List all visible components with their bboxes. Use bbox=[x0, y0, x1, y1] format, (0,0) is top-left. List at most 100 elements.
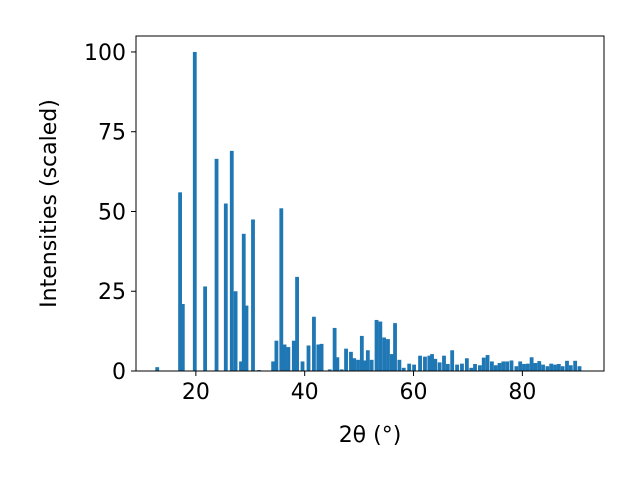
bar bbox=[450, 350, 455, 371]
bar bbox=[505, 361, 510, 371]
bar bbox=[378, 321, 383, 371]
bar bbox=[386, 339, 390, 371]
bar bbox=[533, 363, 538, 371]
bar bbox=[568, 365, 573, 371]
bar bbox=[178, 192, 182, 371]
bar bbox=[155, 367, 160, 371]
bar bbox=[577, 366, 582, 371]
bar bbox=[485, 355, 490, 371]
bar bbox=[327, 369, 332, 371]
bar bbox=[442, 355, 446, 371]
bar bbox=[518, 361, 523, 371]
bar bbox=[430, 354, 434, 371]
bar bbox=[274, 340, 279, 371]
bar bbox=[239, 361, 243, 371]
bar bbox=[514, 366, 519, 371]
bar bbox=[339, 369, 344, 371]
bar bbox=[374, 319, 379, 371]
bar bbox=[180, 304, 185, 371]
bar bbox=[469, 367, 474, 371]
bar bbox=[300, 361, 305, 371]
bar bbox=[418, 355, 422, 371]
x-tick-label: 80 bbox=[508, 380, 536, 405]
bar bbox=[335, 357, 340, 371]
bar bbox=[362, 360, 367, 371]
bar bbox=[214, 158, 219, 371]
bar-series bbox=[155, 51, 582, 371]
bar bbox=[493, 365, 498, 371]
bar bbox=[369, 359, 374, 371]
x-axis: 20 40 60 80 bbox=[182, 371, 536, 405]
y-tick-label: 100 bbox=[84, 41, 126, 66]
bar bbox=[349, 351, 353, 371]
bar bbox=[393, 323, 397, 371]
bar bbox=[473, 363, 477, 371]
y-tick-label: 25 bbox=[98, 280, 126, 305]
x-tick-label: 20 bbox=[182, 380, 210, 405]
bar bbox=[344, 348, 348, 371]
bar bbox=[478, 365, 482, 371]
bar bbox=[560, 366, 565, 371]
bar bbox=[251, 219, 255, 371]
bar bbox=[286, 347, 291, 371]
bar bbox=[356, 359, 360, 371]
bar bbox=[316, 344, 321, 371]
bar bbox=[401, 367, 406, 371]
bar bbox=[233, 291, 238, 371]
bar bbox=[365, 350, 370, 371]
bar bbox=[241, 233, 246, 371]
bar bbox=[359, 335, 364, 371]
bar bbox=[481, 357, 486, 371]
bar bbox=[497, 363, 502, 371]
y-tick-label: 50 bbox=[98, 200, 126, 225]
x-axis-title: 2θ (°) bbox=[339, 423, 402, 448]
bar bbox=[382, 337, 387, 371]
bar bbox=[423, 356, 427, 371]
bar bbox=[427, 355, 432, 371]
bar bbox=[522, 363, 526, 371]
bar bbox=[412, 364, 416, 371]
bar bbox=[565, 360, 569, 371]
bar bbox=[279, 208, 284, 371]
plot-frame bbox=[135, 35, 605, 372]
bar bbox=[291, 340, 296, 371]
bar bbox=[537, 361, 542, 371]
bar bbox=[271, 361, 276, 371]
bar bbox=[407, 363, 412, 371]
bar bbox=[455, 364, 459, 371]
bar bbox=[541, 364, 545, 371]
bar bbox=[332, 327, 337, 371]
bar bbox=[460, 363, 464, 371]
bar bbox=[525, 363, 530, 371]
bar bbox=[545, 366, 550, 371]
bar bbox=[389, 354, 394, 371]
bar bbox=[192, 51, 197, 371]
bar bbox=[282, 344, 287, 371]
bar bbox=[509, 360, 514, 371]
bar bbox=[433, 358, 438, 371]
y-tick-label: 0 bbox=[112, 360, 126, 385]
bar bbox=[229, 150, 234, 371]
bar bbox=[244, 305, 249, 371]
bar bbox=[549, 363, 554, 371]
bar bbox=[319, 343, 324, 371]
y-axis: 0 25 50 75 100 bbox=[84, 41, 136, 385]
bar bbox=[464, 358, 469, 371]
bar bbox=[489, 361, 494, 371]
bar bbox=[352, 358, 357, 371]
y-tick-label: 75 bbox=[98, 121, 126, 146]
bar bbox=[223, 203, 228, 371]
bar bbox=[306, 345, 311, 371]
x-tick-label: 60 bbox=[400, 380, 428, 405]
bar bbox=[553, 364, 557, 371]
bar bbox=[312, 316, 316, 371]
bar bbox=[556, 363, 561, 371]
bar bbox=[437, 362, 442, 371]
bar bbox=[529, 357, 534, 371]
bar bbox=[295, 276, 299, 371]
bar bbox=[573, 360, 578, 371]
x-tick-label: 40 bbox=[291, 380, 319, 405]
bar bbox=[501, 361, 506, 371]
y-axis-title: Intensities (scaled) bbox=[37, 99, 62, 308]
